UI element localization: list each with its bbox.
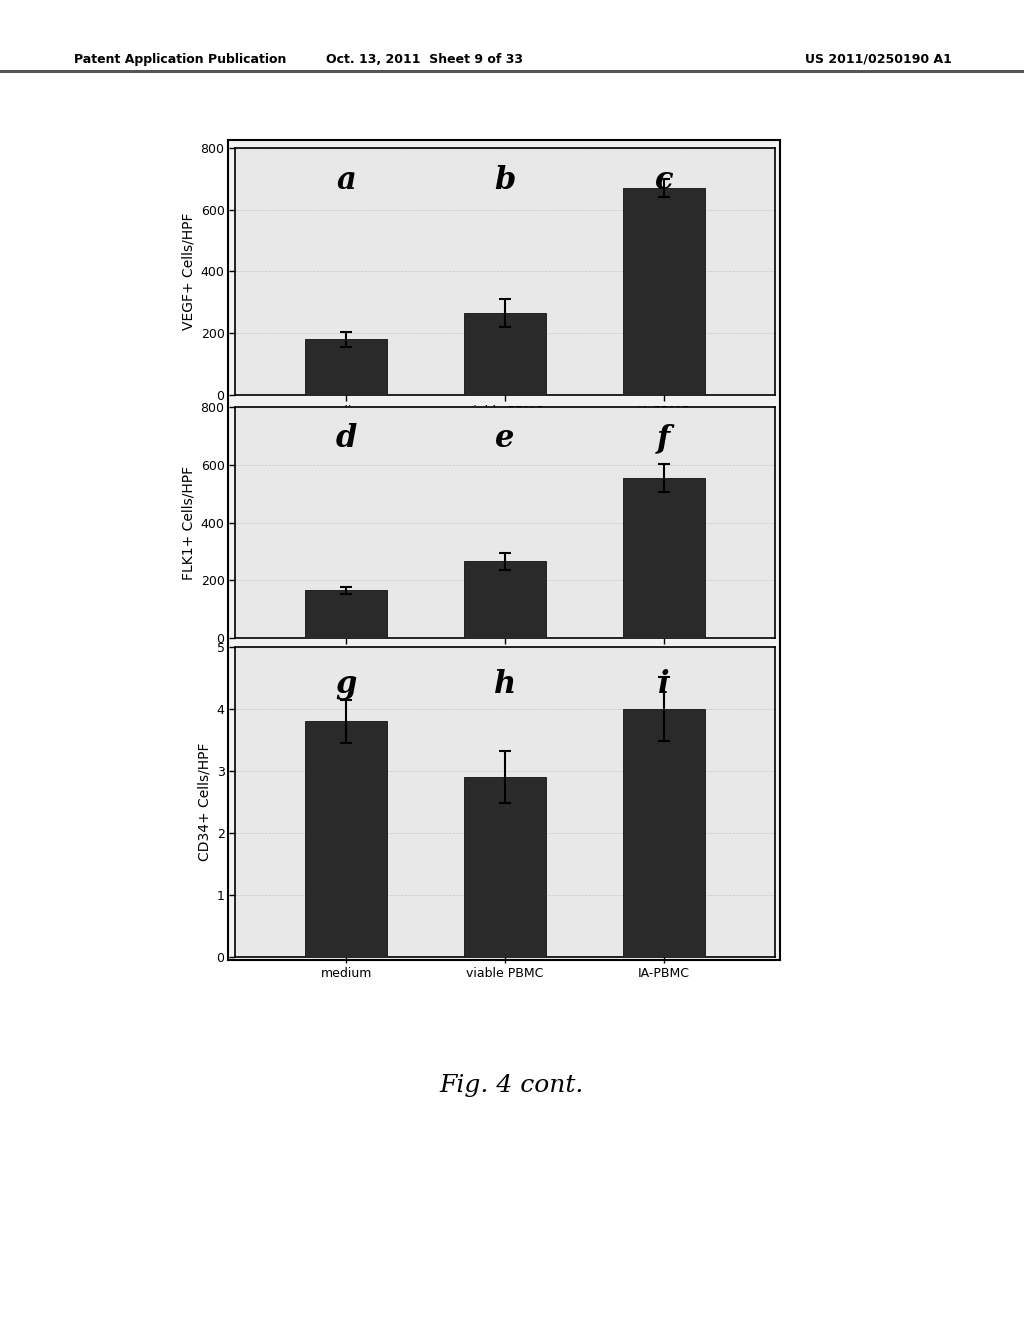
Text: c: c [654, 165, 673, 197]
Bar [464, 561, 546, 638]
Text: h: h [494, 669, 516, 700]
Bar [305, 722, 387, 957]
Y-axis label: FLK1+ Cells/HPF: FLK1+ Cells/HPF [181, 466, 195, 579]
Text: g: g [336, 669, 356, 700]
Text: d: d [336, 424, 356, 454]
Text: Oct. 13, 2011  Sheet 9 of 33: Oct. 13, 2011 Sheet 9 of 33 [327, 53, 523, 66]
Bar [464, 777, 546, 957]
Text: Fig. 4 cont.: Fig. 4 cont. [440, 1073, 584, 1097]
Text: e: e [496, 424, 515, 454]
Y-axis label: CD34+ Cells/HPF: CD34+ Cells/HPF [197, 743, 211, 861]
Bar [623, 709, 706, 957]
Text: a: a [336, 165, 356, 197]
Text: Patent Application Publication: Patent Application Publication [74, 53, 286, 66]
Text: b: b [495, 165, 516, 197]
Text: i: i [658, 669, 670, 700]
Bar [623, 478, 706, 638]
Text: US 2011/0250190 A1: US 2011/0250190 A1 [806, 53, 952, 66]
Y-axis label: VEGF+ Cells/HPF: VEGF+ Cells/HPF [181, 213, 195, 330]
Bar [464, 313, 546, 395]
Bar [623, 189, 706, 395]
Bar [305, 590, 387, 638]
Bar [305, 339, 387, 395]
Text: f: f [657, 424, 671, 454]
